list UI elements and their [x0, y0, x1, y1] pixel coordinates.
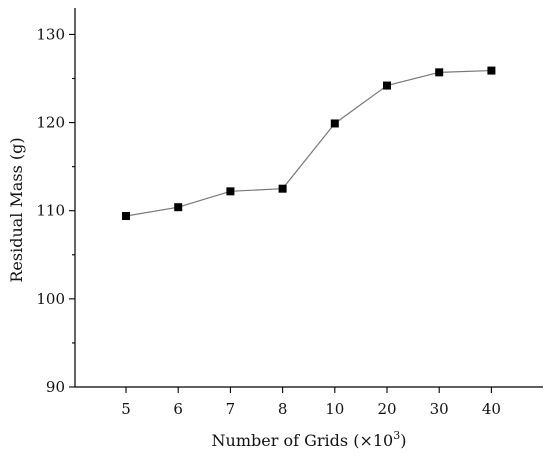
data-point-marker	[226, 187, 235, 196]
y-tick-label: 130	[36, 25, 65, 43]
x-tick-label: 7	[226, 400, 236, 418]
y-tick-label: 90	[46, 378, 65, 396]
x-axis-title-main: Number of Grids (×10	[212, 431, 394, 450]
x-tick-label: 6	[173, 400, 183, 418]
data-point-marker	[487, 66, 496, 75]
x-axis-title-superscript: 3	[393, 429, 400, 442]
x-tick-label: 5	[121, 400, 131, 418]
series-group	[122, 66, 496, 221]
axes	[74, 8, 543, 388]
series-line	[125, 69, 492, 217]
y-tick-label: 100	[36, 290, 65, 308]
x-axis-title-close: )	[400, 431, 406, 450]
data-point-marker	[330, 119, 339, 128]
y-axis-title: Residual Mass (g)	[7, 137, 26, 282]
data-point-marker	[174, 203, 183, 212]
x-tick-label: 8	[278, 400, 288, 418]
data-point-marker	[435, 68, 444, 77]
data-point-marker	[122, 212, 130, 221]
x-tick-label: 30	[430, 400, 449, 418]
y-tick-label: 120	[36, 114, 65, 132]
x-tick-label: 40	[482, 400, 501, 418]
data-point-marker	[278, 184, 287, 193]
x-axis-ticks: 5 6 7 8 10 20 30 40	[121, 387, 501, 418]
data-point-marker	[383, 81, 391, 90]
y-axis-ticks: 90 100 110 120 130	[36, 25, 75, 396]
x-tick-label: 10	[325, 400, 344, 418]
x-tick-label: 20	[377, 400, 396, 418]
y-tick-label: 110	[36, 202, 65, 220]
x-axis-title: Number of Grids (×103)	[212, 429, 407, 450]
